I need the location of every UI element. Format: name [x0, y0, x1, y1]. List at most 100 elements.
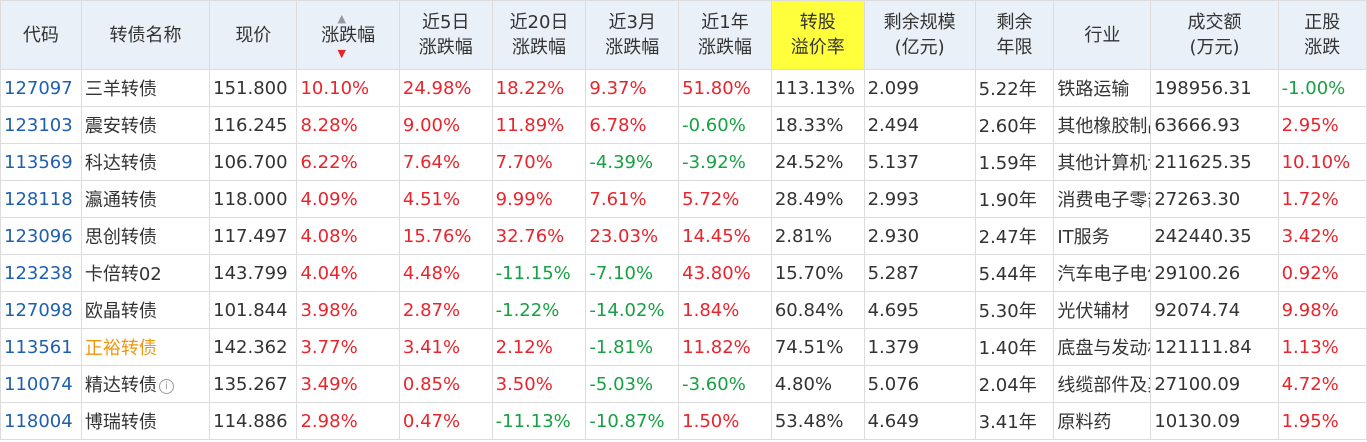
header-1year-change[interactable]: 近1年 涨跌幅 [678, 0, 772, 70]
bond-name-link[interactable]: 瀛通转债 [84, 190, 157, 211]
cell-name[interactable]: 瀛通转债 [80, 180, 211, 218]
cell-scale: 2.993 [863, 180, 976, 218]
table-row[interactable]: 123238 卡倍转02 143.799 4.04% 4.48% -11.15% -7.10… [0, 254, 1367, 292]
header-5day-change[interactable]: 近5日 涨跌幅 [398, 0, 493, 70]
cell-premium: 28.49% [770, 180, 865, 218]
cell-m3: 23.03% [585, 217, 680, 255]
cell-years: 5.30年 [974, 291, 1055, 329]
cell-price: 135.267 [209, 365, 298, 403]
bond-name-link[interactable]: 思创转债 [84, 227, 157, 248]
table-row[interactable]: 123096 思创转债 117.497 4.08% 15.76% 32.76% 23.03%… [0, 217, 1367, 255]
cell-volume: 10130.09 [1150, 402, 1279, 440]
cell-name[interactable]: 卡倍转02 [80, 254, 211, 292]
table-row[interactable]: 113561 正裕转债 142.362 3.77% 3.41% 2.12% -1.81% 11… [0, 328, 1367, 366]
table-row[interactable]: 123103 震安转债 116.245 8.28% 9.00% 11.89% 6.78% -0… [0, 106, 1367, 144]
cell-premium: 60.84% [770, 291, 865, 329]
cell-volume: 121111.84 [1150, 328, 1279, 366]
cell-change: 6.22% [296, 143, 400, 181]
header-stock-change[interactable]: 正股 涨跌 [1277, 0, 1367, 70]
table-row[interactable]: 113569 科达转债 106.700 6.22% 7.64% 7.70% -4.39% -3… [0, 143, 1367, 181]
cell-change: 10.10% [296, 69, 400, 107]
sort-ascending-icon[interactable]: ▲ [337, 12, 346, 25]
header-20day-change[interactable]: 近20日 涨跌幅 [491, 0, 587, 70]
cell-years: 1.90年 [974, 180, 1055, 218]
bond-name-link[interactable]: 卡倍转02 [84, 264, 162, 285]
cell-m3: 9.37% [585, 69, 680, 107]
cell-years: 2.04年 [974, 365, 1055, 403]
cell-d5: 15.76% [398, 217, 493, 255]
cell-d5: 4.48% [398, 254, 493, 292]
cell-change: 8.28% [296, 106, 400, 144]
cell-industry: 底盘与发动机系统 [1053, 328, 1152, 366]
cell-change: 4.09% [296, 180, 400, 218]
header-3month-change[interactable]: 近3月 涨跌幅 [585, 0, 680, 70]
cell-industry: 汽车电子电气系统 [1053, 254, 1152, 292]
cell-industry: 线缆部件及其他 [1053, 365, 1152, 403]
cell-code[interactable]: 123103 [0, 106, 82, 144]
cell-name[interactable]: 精达转债 i [80, 365, 211, 403]
cell-change: 3.77% [296, 328, 400, 366]
table-row[interactable]: 127097 三羊转债 151.800 10.10% 24.98% 18.22% 9.37%… [0, 69, 1367, 107]
cell-volume: 211625.35 [1150, 143, 1279, 181]
header-code[interactable]: 代码 [0, 0, 82, 70]
header-premium-rate[interactable]: 转股 溢价率 [770, 0, 865, 70]
bond-name-link[interactable]: 精达转债 [84, 375, 157, 396]
header-price[interactable]: 现价 [209, 0, 298, 70]
cell-price: 101.844 [209, 291, 298, 329]
cell-m3: 7.61% [585, 180, 680, 218]
cell-name[interactable]: 三羊转债 [80, 69, 211, 107]
cell-d20: -11.15% [491, 254, 587, 292]
cell-name[interactable]: 正裕转债 [80, 328, 211, 366]
bond-name-link[interactable]: 欧晶转债 [84, 301, 157, 322]
cell-premium: 4.80% [770, 365, 865, 403]
sort-descending-icon[interactable]: ▼ [337, 47, 346, 60]
cell-name[interactable]: 震安转债 [80, 106, 211, 144]
cell-years: 1.59年 [974, 143, 1055, 181]
cell-industry: 原料药 [1053, 402, 1152, 440]
table-row[interactable]: 127098 欧晶转债 101.844 3.98% 2.87% -1.22% -14.02%… [0, 291, 1367, 329]
cell-years: 1.40年 [974, 328, 1055, 366]
info-icon[interactable]: i [158, 378, 174, 394]
cell-d20: 2.12% [491, 328, 587, 366]
cell-scale: 2.099 [863, 69, 976, 107]
header-remaining-years[interactable]: 剩余 年限 [974, 0, 1055, 70]
cell-code[interactable]: 113569 [0, 143, 82, 181]
header-industry[interactable]: 行业 [1053, 0, 1152, 70]
table-row[interactable]: 128118 瀛通转债 118.000 4.09% 4.51% 9.99% 7.61% 5.7… [0, 180, 1367, 218]
header-remaining-scale[interactable]: 剩余规模 (亿元) [863, 0, 976, 70]
cell-code[interactable]: 118004 [0, 402, 82, 440]
cell-m3: -5.03% [585, 365, 680, 403]
cell-name[interactable]: 博瑞转债 [80, 402, 211, 440]
bond-name-link[interactable]: 博瑞转债 [84, 412, 157, 433]
cell-m3: -14.02% [585, 291, 680, 329]
cell-name[interactable]: 欧晶转债 [80, 291, 211, 329]
cell-code[interactable]: 127097 [0, 69, 82, 107]
header-name[interactable]: 转债名称 [80, 0, 211, 70]
cell-code[interactable]: 113561 [0, 328, 82, 366]
cell-industry: 铁路运输 [1053, 69, 1152, 107]
cell-stock: 4.72% [1277, 365, 1367, 403]
cell-years: 5.22年 [974, 69, 1055, 107]
bond-name-link[interactable]: 科达转债 [84, 153, 157, 174]
bond-name-link[interactable]: 震安转债 [84, 116, 157, 137]
cell-y1: 14.45% [678, 217, 772, 255]
bond-name-link[interactable]: 正裕转债 [84, 338, 157, 359]
table-row[interactable]: 110074 精达转债 i 135.267 3.49% 0.85% 3.50% -5.03% -… [0, 365, 1367, 403]
cell-y1: -3.92% [678, 143, 772, 181]
cell-scale: 5.137 [863, 143, 976, 181]
bond-name-link[interactable]: 三羊转债 [84, 79, 157, 100]
cell-code[interactable]: 110074 [0, 365, 82, 403]
cell-name[interactable]: 思创转债 [80, 217, 211, 255]
cell-d5: 0.47% [398, 402, 493, 440]
cell-stock: 0.92% [1277, 254, 1367, 292]
cell-code[interactable]: 123238 [0, 254, 82, 292]
cell-code[interactable]: 128118 [0, 180, 82, 218]
table-row[interactable]: 118004 博瑞转债 114.886 2.98% 0.47% -11.13% -10.87… [0, 402, 1367, 440]
cell-code[interactable]: 123096 [0, 217, 82, 255]
header-volume[interactable]: 成交额 (万元) [1150, 0, 1279, 70]
cell-code[interactable]: 127098 [0, 291, 82, 329]
cell-premium: 113.13% [770, 69, 865, 107]
cell-name[interactable]: 科达转债 [80, 143, 211, 181]
header-change[interactable]: ▲ 涨跌幅 ▼ [296, 0, 400, 70]
cell-volume: 242440.35 [1150, 217, 1279, 255]
